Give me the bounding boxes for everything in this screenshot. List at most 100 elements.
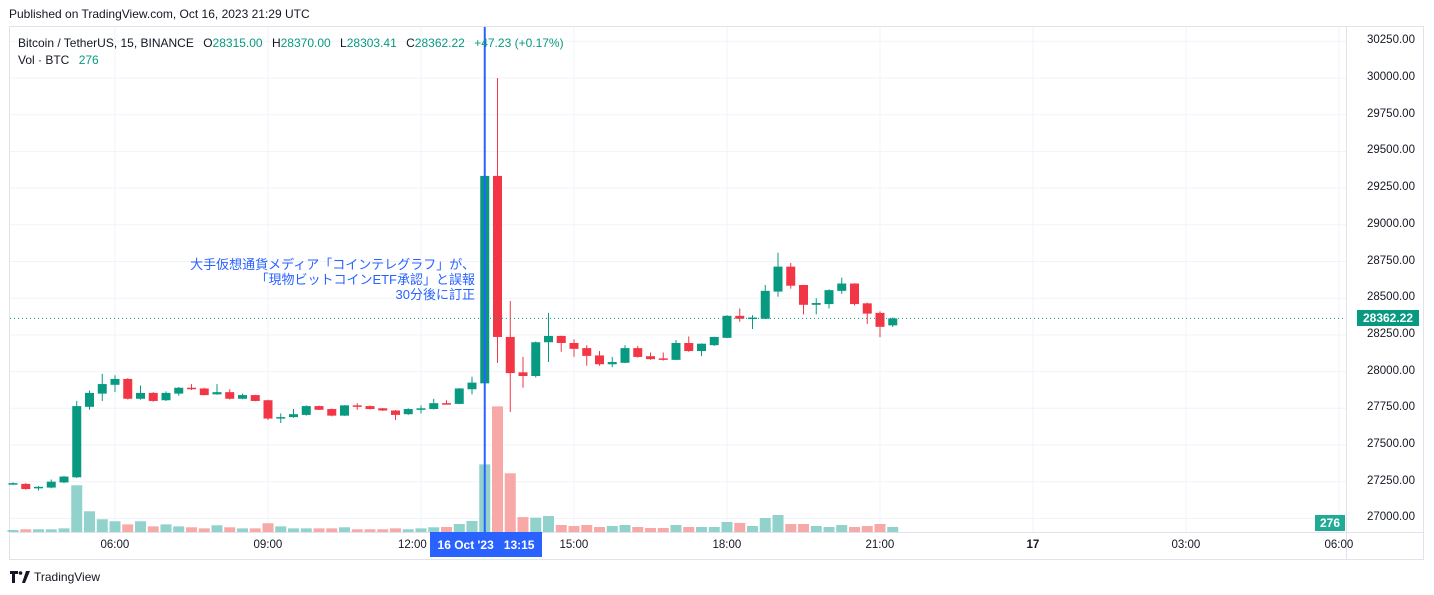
price-tick-label: 29000.00 [1367, 217, 1415, 230]
price-tick-label: 30250.00 [1367, 34, 1415, 47]
volume-bar [122, 524, 134, 532]
candle-body [671, 342, 681, 360]
volume-bar [594, 527, 605, 532]
volume-bar [861, 526, 873, 532]
annotation-line: 30分後に訂正 [395, 287, 475, 302]
volume-bar [747, 526, 758, 532]
candle-body [556, 335, 566, 343]
volume-bar [453, 524, 465, 532]
price-tick-label: 27000.00 [1367, 511, 1415, 524]
candle-body [773, 266, 783, 292]
volume-bar [237, 528, 248, 532]
price-tick-label: 27750.00 [1367, 401, 1415, 414]
candle-body [493, 175, 502, 337]
candle-body [748, 317, 757, 320]
candle-body [824, 290, 834, 305]
price-tick-label: 28000.00 [1367, 364, 1415, 377]
high-value: 28370.00 [280, 36, 331, 50]
candle-body [34, 486, 43, 489]
price-tick-label: 28250.00 [1367, 327, 1415, 340]
price-tick-label: 29500.00 [1367, 144, 1415, 157]
candle-body [365, 406, 375, 410]
grid [10, 27, 1346, 532]
last-volume-tag: 276 [1315, 515, 1345, 531]
annotation-text[interactable]: 大手仮想通貨メディア「コインテレグラフ」が、 「現物ビットコインETF承認」と誤… [190, 257, 475, 302]
candle-body [199, 388, 209, 396]
volume-bar [58, 528, 70, 532]
candle-body [161, 392, 171, 401]
volume-bar [326, 528, 338, 532]
candle-body [722, 315, 732, 338]
volume-bar [198, 528, 210, 532]
candle-body [340, 405, 349, 416]
tradingview-logo[interactable]: TradingView [10, 570, 100, 584]
candle-body [85, 392, 94, 407]
volume-bar [441, 527, 452, 532]
time-tick-label: 09:00 [253, 539, 283, 551]
candle-body [760, 290, 770, 319]
legend-row-volume: Vol · BTC 276 [18, 52, 564, 69]
candle-body [607, 362, 617, 365]
volume-bar [186, 527, 197, 532]
candle-body [595, 355, 604, 365]
volume-bar [415, 528, 427, 532]
price-tick-label: 29750.00 [1367, 107, 1415, 120]
candle-body [467, 382, 477, 390]
close-value: 28362.22 [414, 36, 465, 50]
time-tick-label: 18:00 [712, 539, 742, 551]
volume-bar [428, 527, 440, 532]
candle-body [862, 303, 872, 314]
symbol-title[interactable]: Bitcoin / TetherUS, 15, BINANCE [18, 36, 194, 50]
volume-bar [823, 527, 835, 532]
legend-row-symbol: Bitcoin / TetherUS, 15, BINANCE O28315.0… [18, 35, 564, 52]
volume-bar [45, 529, 57, 532]
volume-bar [645, 528, 656, 532]
low-label: L [340, 36, 347, 50]
time-tick-label: 17 [1026, 539, 1040, 551]
volume-bar [849, 527, 860, 532]
volume-label[interactable]: Vol · BTC [18, 53, 70, 67]
volume-bar [135, 521, 146, 532]
price-tick-label: 28500.00 [1367, 291, 1415, 304]
candle-body [697, 343, 706, 352]
candle-body [850, 283, 859, 305]
volume-bar [759, 518, 771, 532]
candle-body [250, 395, 260, 401]
candle-body [454, 388, 464, 404]
volume-bar [798, 524, 809, 532]
volume-bar [670, 525, 682, 532]
candle-body [378, 408, 388, 411]
volume-bar [7, 530, 19, 532]
volume-bar [874, 524, 886, 532]
volume-bar [33, 529, 44, 532]
published-caption: Published on TradingView.com, Oct 16, 20… [9, 7, 310, 21]
volume-bar [887, 526, 899, 532]
candle-body [646, 356, 655, 360]
legend: Bitcoin / TetherUS, 15, BINANCE O28315.0… [18, 35, 564, 69]
candle-body [97, 384, 107, 394]
candle-body [148, 392, 158, 401]
volume-bar [772, 515, 784, 532]
volume-bar [275, 526, 287, 532]
candle-body [811, 303, 821, 305]
high-label: H [271, 36, 281, 50]
candle-body [442, 403, 451, 405]
volume-value: 276 [78, 53, 99, 67]
candle-body [59, 476, 69, 483]
volume-bar [71, 485, 83, 532]
candles [8, 78, 898, 491]
candle-body [658, 358, 668, 360]
volume-bar [262, 523, 274, 532]
volume-bar [619, 525, 631, 532]
candle-body [276, 417, 286, 419]
volume-bar [683, 527, 695, 532]
volume-bar [288, 528, 299, 532]
volume-bar [657, 528, 669, 532]
volume-bar [147, 526, 159, 532]
volume-bar [300, 528, 312, 532]
volume-bar [313, 528, 325, 532]
candle-body [786, 266, 796, 286]
volume-bar [632, 527, 644, 532]
volume-bar [581, 525, 593, 532]
